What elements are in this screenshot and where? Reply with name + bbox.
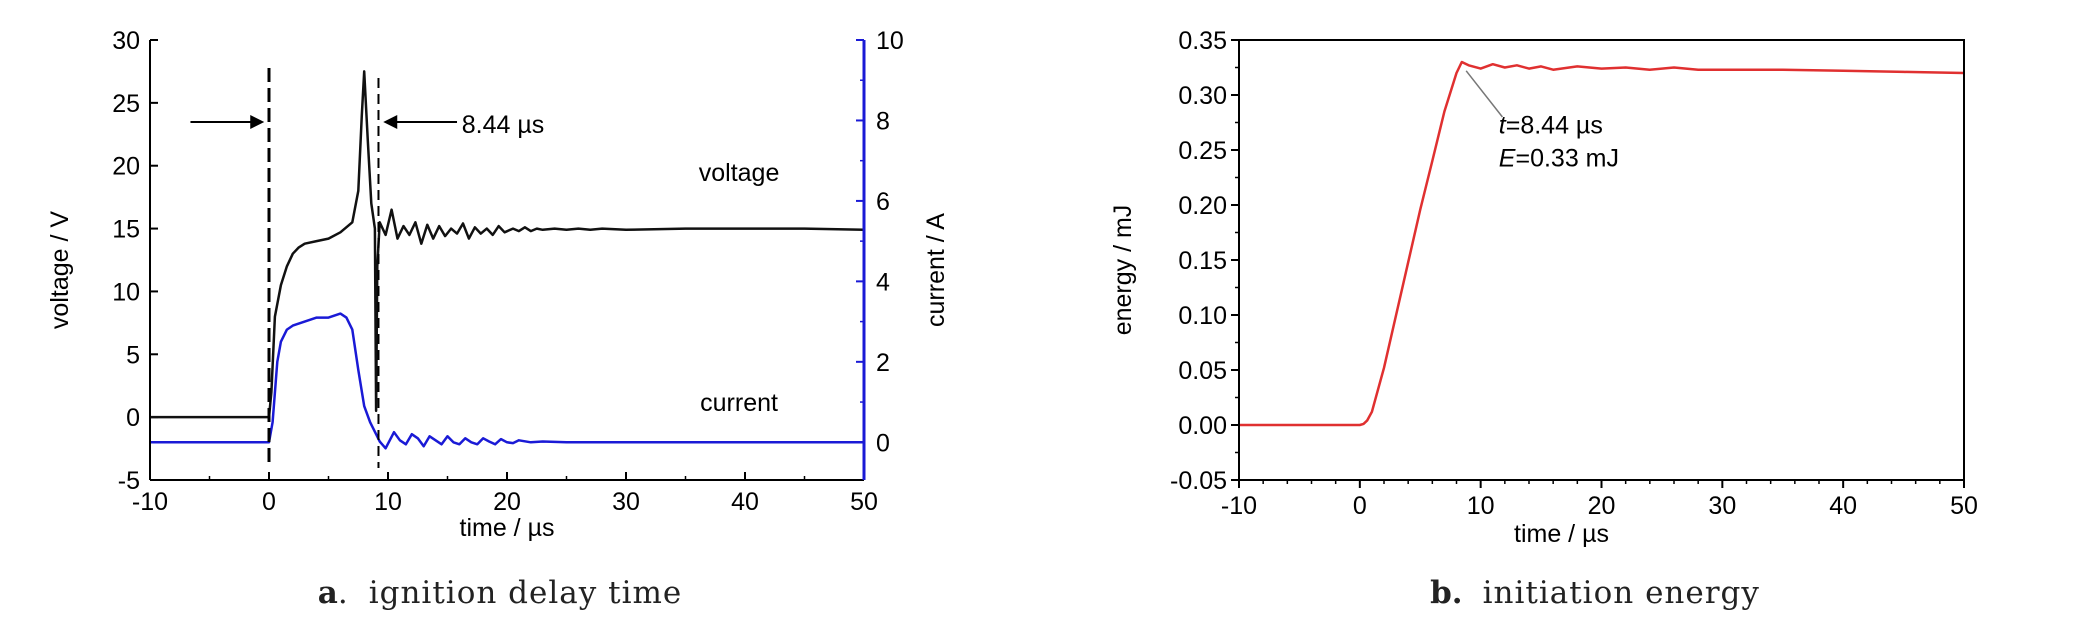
y-tick-label: 20 — [112, 153, 140, 181]
series-line-energy — [1239, 60, 1965, 427]
axes-frame — [1238, 39, 1965, 481]
chart-panel-voltage-current: -10 0 10 20 30 40 50 -5 0 5 10 15 20 25 30 0 2 4 6 8 10 8.44… — [46, 27, 950, 611]
annotation-time-symbol: t — [1499, 112, 1507, 140]
series-label-voltage: voltage — [699, 159, 780, 187]
x-tick-label: -10 — [1221, 492, 1257, 520]
y2-tick-label: 0 — [876, 429, 890, 457]
series-lines — [1239, 60, 1965, 427]
ticks: -10 0 10 20 30 40 50 -0.05 0.00 0.05 0.10 0.15 0.20 0… — [1170, 27, 1978, 520]
x-axis-label: time / µs — [460, 514, 555, 542]
caption-text: initiation energy — [1483, 575, 1760, 611]
x-tick-label: 50 — [850, 488, 878, 516]
y-tick-label: 30 — [112, 27, 140, 55]
annotation-leader-line — [1465, 70, 1504, 118]
caption: b. initiation energy — [1430, 575, 1760, 611]
y-axis-label: energy / mJ — [1109, 205, 1137, 336]
caption-letter: b. — [1430, 575, 1462, 611]
arrow-right-head — [383, 115, 398, 129]
x-tick-label: 20 — [1588, 492, 1616, 520]
y2-axis-label: current / A — [922, 213, 950, 327]
delay-label: 8.44 µs — [462, 111, 545, 139]
y-tick-label: 5 — [126, 341, 140, 369]
annotation-energy-symbol: E — [1499, 145, 1516, 173]
y-tick-label: 0.35 — [1178, 27, 1227, 55]
caption-letter: a — [318, 575, 338, 611]
y-axis-label: voltage / V — [46, 211, 74, 329]
y-tick-label: 0.30 — [1178, 82, 1227, 110]
series-line-current — [150, 312, 864, 450]
x-tick-label: 50 — [1950, 492, 1978, 520]
x-tick-label: 30 — [1708, 492, 1736, 520]
y2-tick-label: 2 — [876, 349, 890, 377]
caption-separator: . — [338, 575, 349, 611]
y-tick-label: 0.10 — [1178, 302, 1227, 330]
x-tick-label: 20 — [493, 488, 521, 516]
x-tick-label: 10 — [1467, 492, 1495, 520]
x-tick-label: 10 — [374, 488, 402, 516]
annotation-energy-value: =0.33 mJ — [1515, 145, 1619, 173]
annotation-energy: E=0.33 mJ — [1499, 145, 1619, 173]
y-tick-label: 0.00 — [1178, 412, 1227, 440]
series-label-current: current — [700, 389, 778, 417]
annotations: t=8.44 µs E=0.33 mJ — [1465, 70, 1619, 173]
x-tick-label: 0 — [262, 488, 276, 516]
x-tick-label: 0 — [1353, 492, 1367, 520]
caption: a. ignition delay time — [318, 575, 683, 611]
caption-text: ignition delay time — [369, 575, 683, 611]
arrow-left-head — [250, 115, 265, 129]
x-axis-label: time / µs — [1514, 520, 1609, 548]
y2-tick-label: 10 — [876, 27, 904, 55]
x-tick-label: 40 — [1829, 492, 1857, 520]
y-tick-label: 0 — [126, 404, 140, 432]
y2-tick-label: 6 — [876, 188, 890, 216]
annotation-time: t=8.44 µs — [1499, 112, 1603, 140]
y2-tick-label: 4 — [876, 268, 890, 296]
x-tick-label: 40 — [731, 488, 759, 516]
y-tick-label: 0.05 — [1178, 357, 1227, 385]
plot-frame — [1238, 39, 1965, 481]
x-tick-label: 30 — [612, 488, 640, 516]
y-tick-label: 0.15 — [1178, 247, 1227, 275]
annotation-time-value: =8.44 µs — [1506, 112, 1603, 140]
series-line-voltage — [150, 70, 865, 419]
axes-frame — [149, 40, 866, 481]
y-tick-label: 0.25 — [1178, 137, 1227, 165]
y-tick-label: -0.05 — [1170, 467, 1227, 495]
y2-tick-label: 8 — [876, 107, 890, 135]
y-tick-label: -5 — [118, 467, 140, 495]
annotations: 8.44 µs voltage current — [190, 68, 779, 468]
y-tick-label: 25 — [112, 90, 140, 118]
x-tick-label: -10 — [132, 488, 168, 516]
y-tick-label: 15 — [112, 216, 140, 244]
y-tick-label: 0.20 — [1178, 192, 1227, 220]
chart-panel-energy: -10 0 10 20 30 40 50 -0.05 0.00 0.05 0.10 0.15 0.20 0… — [1109, 27, 1978, 611]
y-tick-label: 10 — [112, 278, 140, 306]
series-lines — [150, 70, 865, 450]
